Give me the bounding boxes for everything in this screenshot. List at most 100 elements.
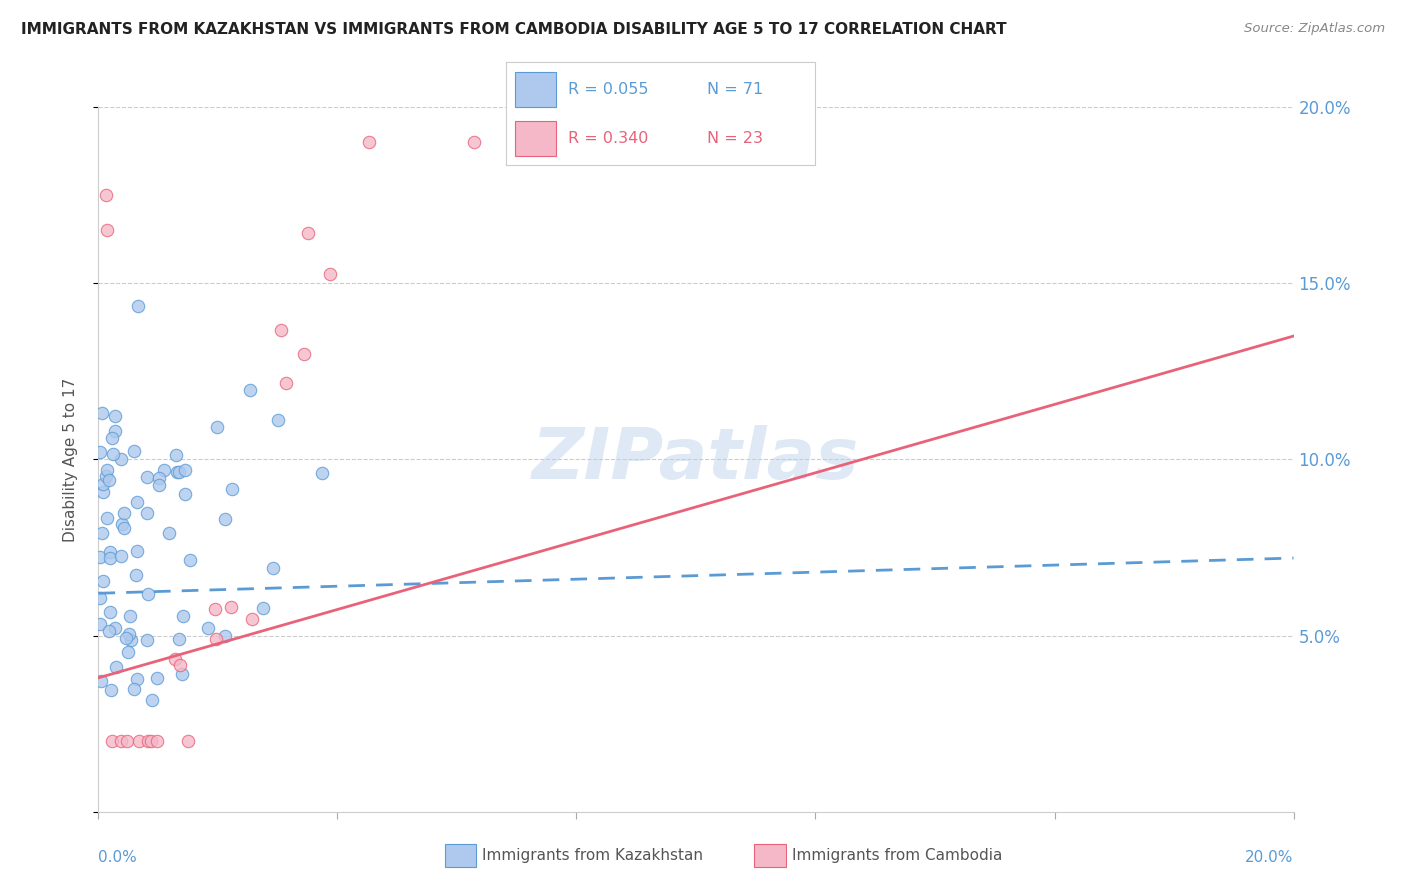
Point [214, 511, 236, 525]
Point [297, 226, 319, 240]
Point [100, 545, 122, 559]
FancyBboxPatch shape [516, 121, 555, 156]
Point [120, 633, 142, 648]
Point [214, 629, 236, 643]
Point [153, 463, 176, 477]
Point [98, 473, 121, 487]
Point [127, 299, 149, 313]
Point [89, 591, 111, 606]
Point [239, 383, 262, 397]
Point [266, 413, 288, 427]
Point [170, 667, 193, 681]
Point [197, 621, 219, 635]
Point [122, 444, 145, 458]
Point [96, 511, 118, 525]
Point [104, 409, 127, 423]
Point [219, 600, 242, 615]
Text: 0.0%: 0.0% [98, 850, 138, 865]
Point [148, 471, 170, 485]
Point [146, 671, 169, 685]
Point [136, 587, 159, 601]
Point [94, 469, 117, 483]
Point [98, 624, 121, 638]
Point [89, 445, 111, 459]
Text: N = 23: N = 23 [707, 131, 763, 146]
Point [139, 734, 162, 748]
Point [112, 506, 135, 520]
Point [128, 734, 150, 748]
Point [205, 632, 228, 646]
Point [136, 470, 159, 484]
Point [89, 617, 111, 632]
Point [91, 485, 114, 500]
Point [148, 478, 170, 492]
Point [163, 652, 186, 666]
Point [110, 451, 132, 466]
Point [205, 420, 228, 434]
Point [111, 517, 134, 532]
Point [173, 486, 195, 500]
Point [125, 567, 148, 582]
Point [110, 549, 132, 563]
Text: Source: ZipAtlas.com: Source: ZipAtlas.com [1244, 22, 1385, 36]
Y-axis label: Disability Age 5 to 17: Disability Age 5 to 17 [63, 377, 77, 541]
Point [136, 506, 159, 520]
Text: IMMIGRANTS FROM KAZAKHSTAN VS IMMIGRANTS FROM CAMBODIA DISABILITY AGE 5 TO 17 CO: IMMIGRANTS FROM KAZAKHSTAN VS IMMIGRANTS… [21, 22, 1007, 37]
Point [110, 734, 132, 748]
Point [169, 658, 191, 673]
Point [146, 734, 169, 748]
Point [169, 632, 191, 647]
Point [114, 632, 136, 646]
Point [359, 135, 381, 149]
FancyBboxPatch shape [516, 71, 555, 106]
Point [100, 683, 122, 698]
Point [101, 431, 124, 445]
Point [179, 552, 201, 566]
Point [98, 551, 121, 566]
Point [104, 660, 127, 674]
Point [118, 627, 141, 641]
Point [319, 267, 342, 281]
Point [141, 692, 163, 706]
Point [89, 549, 111, 564]
Text: ZIPatlas: ZIPatlas [533, 425, 859, 494]
Point [166, 465, 188, 479]
Point [311, 466, 333, 480]
Point [90, 673, 112, 688]
Point [125, 495, 148, 509]
Point [120, 608, 142, 623]
Point [104, 621, 127, 635]
Point [125, 544, 148, 558]
FancyBboxPatch shape [444, 844, 477, 867]
Point [91, 406, 114, 420]
Point [463, 135, 485, 149]
Point [98, 606, 121, 620]
Point [91, 525, 114, 540]
Point [122, 681, 145, 696]
Point [136, 734, 159, 748]
Point [96, 463, 118, 477]
Point [157, 525, 180, 540]
Point [91, 477, 114, 491]
Point [165, 448, 187, 462]
Point [240, 612, 263, 626]
Point [292, 347, 315, 361]
Point [112, 521, 135, 535]
Point [221, 483, 243, 497]
Point [262, 561, 284, 575]
Point [117, 734, 139, 748]
FancyBboxPatch shape [754, 844, 786, 867]
Point [174, 462, 197, 476]
Point [101, 447, 124, 461]
Point [172, 608, 194, 623]
Point [101, 734, 124, 748]
Point [270, 323, 292, 337]
Text: 20.0%: 20.0% [1246, 850, 1294, 865]
Text: Immigrants from Cambodia: Immigrants from Cambodia [792, 848, 1002, 863]
Point [104, 424, 127, 438]
Point [125, 672, 148, 686]
Point [96, 223, 118, 237]
Point [204, 602, 226, 616]
Point [91, 574, 114, 588]
Text: R = 0.340: R = 0.340 [568, 131, 648, 146]
